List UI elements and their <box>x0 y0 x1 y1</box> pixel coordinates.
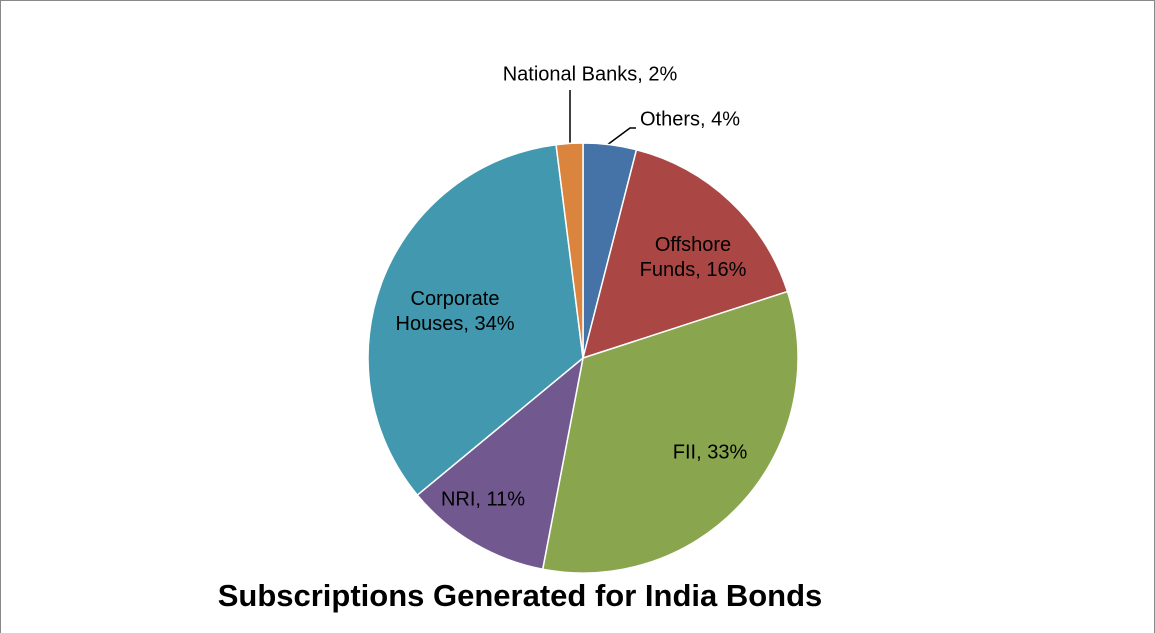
pie-slice <box>581 148 789 360</box>
data-label: Offshore Funds, 16% <box>639 234 747 281</box>
pie-slice <box>555 142 584 359</box>
leader-line <box>602 127 636 149</box>
data-label: FII, 33% <box>672 441 748 464</box>
data-label: National Banks, 2% <box>502 63 678 86</box>
data-label: Corporate Houses, 34% <box>395 288 515 335</box>
pie-slice <box>541 290 799 574</box>
pie-slice <box>416 356 585 571</box>
chart-title: Subscriptions Generated for India Bonds <box>217 578 823 613</box>
data-label: Others, 4% <box>639 108 741 131</box>
data-label: NRI, 11% <box>440 488 526 511</box>
pie-slice <box>367 143 584 497</box>
